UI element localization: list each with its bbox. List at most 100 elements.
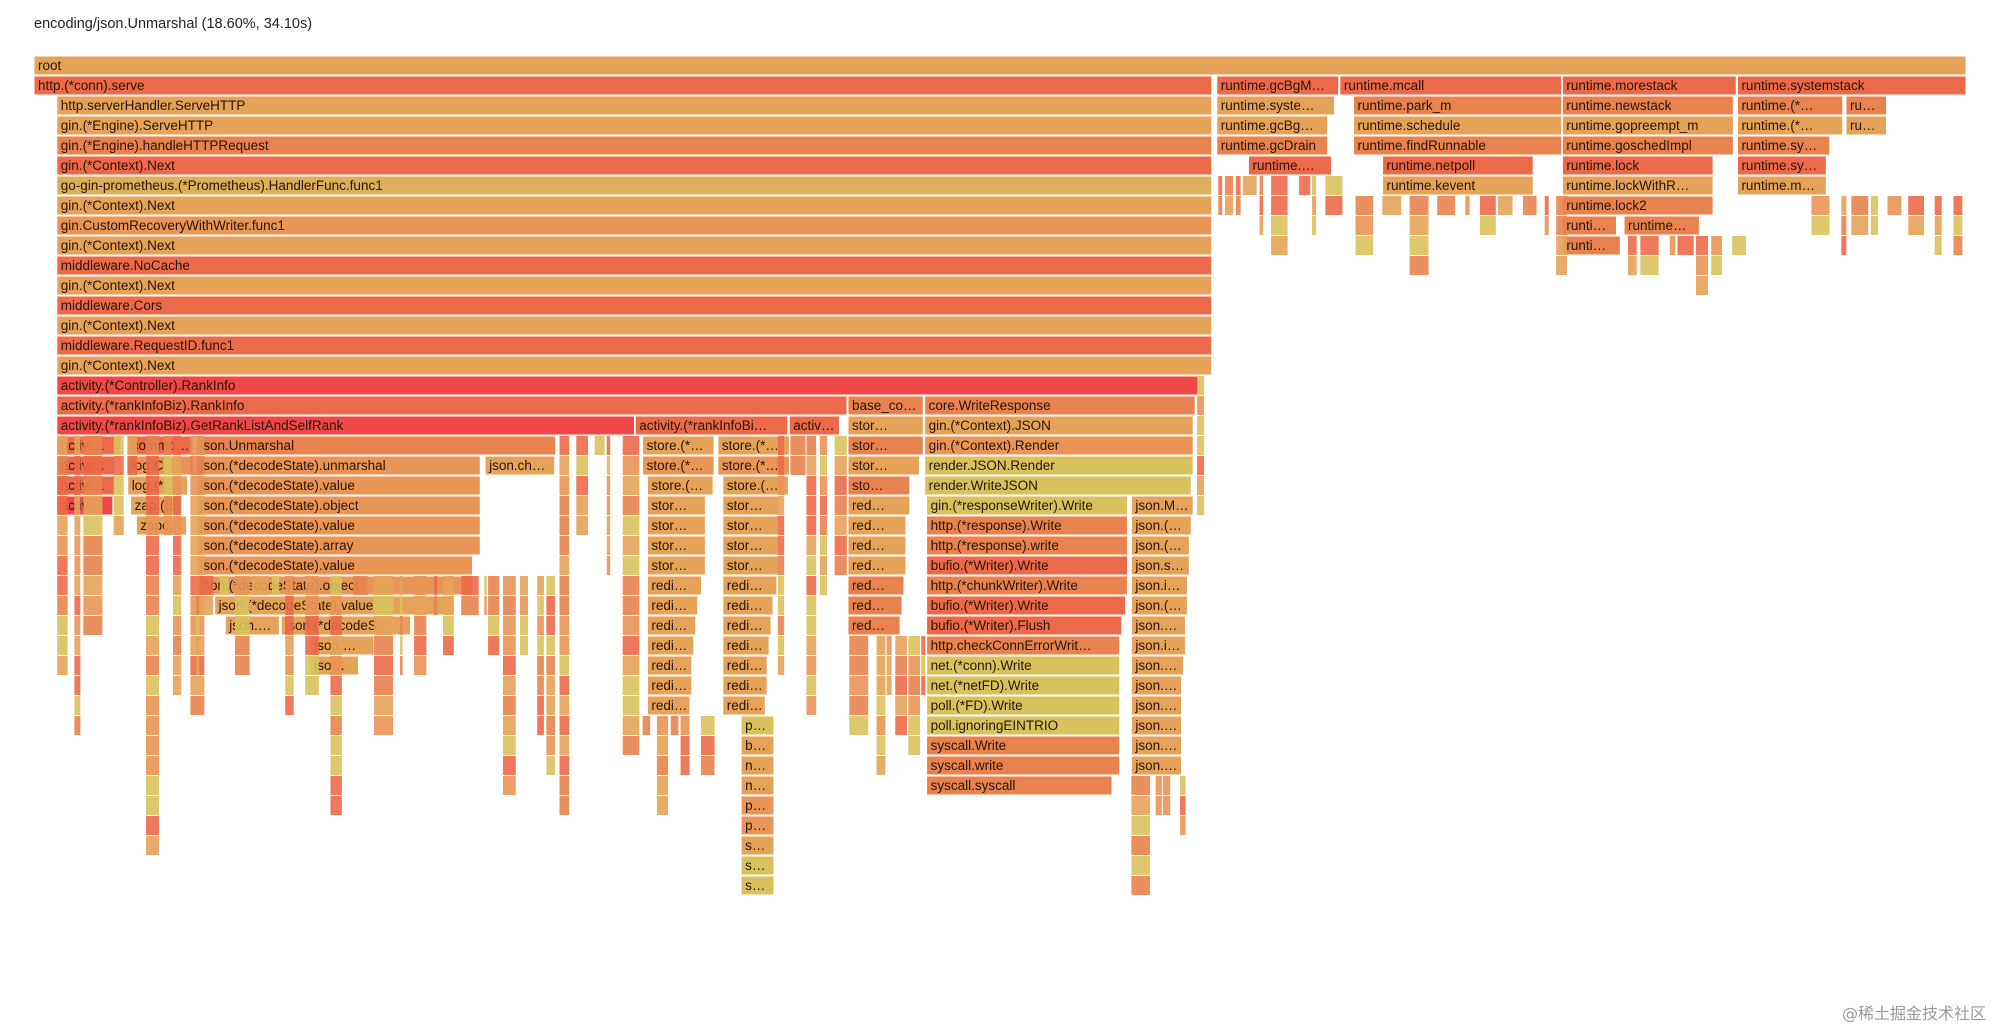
frame-bar[interactable] bbox=[634, 415, 789, 436]
frame[interactable]: json.(*decodeState).value bbox=[195, 475, 481, 496]
frame-bar[interactable] bbox=[717, 435, 790, 456]
frame-bar[interactable] bbox=[722, 615, 772, 636]
frame[interactable]: red… bbox=[847, 615, 901, 636]
frame-bar[interactable] bbox=[646, 495, 706, 516]
frame[interactable]: stor… bbox=[847, 415, 924, 436]
frame-bar[interactable] bbox=[847, 535, 907, 556]
frame-bar[interactable] bbox=[926, 735, 1121, 756]
frame-bar[interactable] bbox=[33, 75, 1213, 96]
frame[interactable]: stor… bbox=[646, 495, 706, 516]
frame[interactable]: s… bbox=[740, 855, 775, 876]
frame[interactable]: stor… bbox=[646, 535, 706, 556]
frame[interactable]: store.(*… bbox=[642, 435, 715, 456]
frame[interactable]: core.WriteResponse bbox=[924, 395, 1196, 416]
frame-bar[interactable] bbox=[740, 875, 775, 896]
frame-bar[interactable] bbox=[924, 435, 1194, 456]
frame-bar[interactable] bbox=[926, 515, 1129, 536]
frame[interactable]: p… bbox=[740, 715, 775, 736]
frame-bar[interactable] bbox=[740, 715, 775, 736]
frame-bar[interactable] bbox=[195, 495, 481, 516]
frame[interactable]: base_co… bbox=[847, 395, 924, 416]
frame[interactable]: redi… bbox=[722, 655, 768, 676]
frame-bar[interactable] bbox=[1353, 115, 1563, 136]
frame[interactable]: runtime.lock bbox=[1561, 155, 1714, 176]
frame[interactable]: gin.(*Context).Next bbox=[56, 355, 1213, 376]
frame[interactable]: gin.(*Context).Next bbox=[56, 195, 1213, 216]
frame-bar[interactable] bbox=[740, 775, 775, 796]
frame[interactable]: commo… bbox=[127, 435, 194, 456]
frame[interactable]: runti… bbox=[1561, 235, 1621, 256]
frame-bar[interactable] bbox=[56, 355, 1213, 376]
frame-bar[interactable] bbox=[1736, 155, 1827, 176]
frame[interactable]: middleware.RequestID.func1 bbox=[56, 335, 1213, 356]
frame[interactable]: json.… bbox=[1130, 655, 1185, 676]
frame-bar[interactable] bbox=[926, 695, 1121, 716]
frame-bar[interactable] bbox=[1130, 655, 1185, 676]
frame-bar[interactable] bbox=[740, 735, 775, 756]
frame-bar[interactable] bbox=[847, 415, 924, 436]
frame-bar[interactable] bbox=[1353, 95, 1563, 116]
frame[interactable]: gin.(*Context).Next bbox=[56, 315, 1213, 336]
frame[interactable]: ru… bbox=[1845, 95, 1888, 116]
frame[interactable]: stor… bbox=[722, 495, 780, 516]
frame[interactable]: redi… bbox=[646, 615, 697, 636]
frame[interactable]: runtime.gcDrain bbox=[1216, 135, 1329, 156]
frame[interactable]: redi… bbox=[722, 635, 770, 656]
frame-bar[interactable] bbox=[847, 495, 911, 516]
frame[interactable]: redi… bbox=[646, 635, 695, 656]
frame[interactable]: n… bbox=[740, 755, 775, 776]
frame-bar[interactable] bbox=[56, 295, 1213, 316]
frame[interactable]: gin.(*Context).Next bbox=[56, 275, 1213, 296]
frame[interactable]: json.(… bbox=[1130, 515, 1192, 536]
frame[interactable]: bufio.(*Writer).Flush bbox=[926, 615, 1123, 636]
frame-bar[interactable] bbox=[1736, 115, 1844, 136]
frame[interactable]: s… bbox=[740, 835, 775, 856]
frame-bar[interactable] bbox=[1561, 235, 1621, 256]
frame-bar[interactable] bbox=[195, 515, 481, 536]
frame-bar[interactable] bbox=[717, 455, 790, 476]
frame-bar[interactable] bbox=[56, 255, 1213, 276]
frame[interactable]: redi… bbox=[646, 595, 699, 616]
frame-bar[interactable] bbox=[847, 595, 903, 616]
frame-bar[interactable] bbox=[1130, 515, 1192, 536]
frame[interactable]: runtime.kevent bbox=[1382, 175, 1534, 196]
frame-bar[interactable] bbox=[1382, 175, 1534, 196]
frame[interactable]: json.(*decodeState).array bbox=[195, 535, 481, 556]
frame-bar[interactable] bbox=[309, 635, 375, 656]
frame-bar[interactable] bbox=[722, 595, 774, 616]
frame[interactable]: runti… bbox=[1561, 215, 1618, 236]
frame[interactable]: stor… bbox=[722, 515, 780, 536]
frame-bar[interactable] bbox=[722, 655, 768, 676]
frame-bar[interactable] bbox=[847, 575, 905, 596]
frame[interactable]: stor… bbox=[722, 555, 780, 576]
frame-bar[interactable] bbox=[1736, 95, 1844, 116]
frame[interactable]: runtime… bbox=[1623, 215, 1700, 236]
frame[interactable]: middleware.Cors bbox=[56, 295, 1213, 316]
frame[interactable]: p… bbox=[740, 815, 775, 836]
frame-bar[interactable] bbox=[926, 555, 1129, 576]
frame-bar[interactable] bbox=[847, 435, 924, 456]
frame-bar[interactable] bbox=[56, 335, 1213, 356]
frame-bar[interactable] bbox=[1130, 675, 1183, 696]
frame-bar[interactable] bbox=[722, 515, 780, 536]
frame[interactable]: runtime.syste… bbox=[1216, 95, 1336, 116]
frame[interactable]: stor… bbox=[722, 535, 780, 556]
frame-bar[interactable] bbox=[926, 615, 1123, 636]
frame-bar[interactable] bbox=[722, 475, 789, 496]
frame-bar[interactable] bbox=[926, 755, 1121, 776]
frame-bar[interactable] bbox=[195, 555, 474, 576]
frame-bar[interactable] bbox=[740, 835, 775, 856]
frame[interactable]: runtime.lock2 bbox=[1561, 195, 1714, 216]
frame-bar[interactable] bbox=[646, 575, 703, 596]
frame[interactable]: render.WriteJSON bbox=[924, 475, 1192, 496]
frame-bar[interactable] bbox=[788, 415, 840, 436]
frame-bar[interactable] bbox=[642, 455, 715, 476]
frame[interactable]: gin.(*Engine).ServeHTTP bbox=[56, 115, 1213, 136]
frame-bar[interactable] bbox=[924, 395, 1196, 416]
frame[interactable]: bufio.(*Writer).Write bbox=[926, 595, 1127, 616]
frame[interactable]: syscall.Write bbox=[926, 735, 1121, 756]
frame-bar[interactable] bbox=[127, 435, 194, 456]
frame[interactable]: runtime.netpoll bbox=[1382, 155, 1534, 176]
frame[interactable]: json.… bbox=[1130, 675, 1183, 696]
frame-bar[interactable] bbox=[722, 555, 780, 576]
